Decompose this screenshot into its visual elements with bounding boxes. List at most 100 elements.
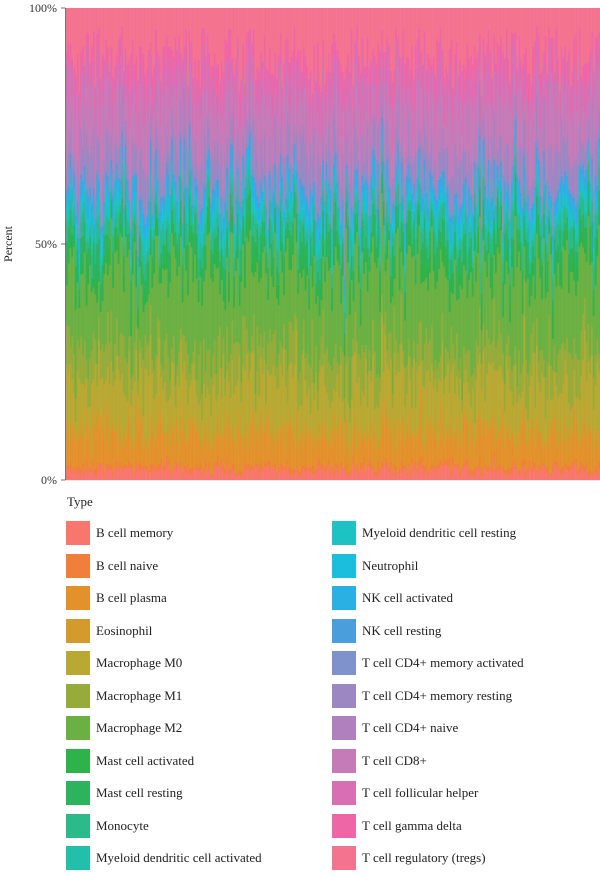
bar-segment (331, 262, 334, 274)
bar-segment (382, 225, 385, 325)
bar-segment (324, 261, 327, 277)
bar-segment (427, 202, 430, 209)
bar-segment (452, 248, 455, 273)
bar-segment (336, 49, 339, 59)
bar-segment (375, 62, 378, 83)
bar-segment (331, 311, 334, 372)
bar-segment (117, 243, 120, 264)
bar-segment (162, 244, 165, 265)
bar-segment (179, 104, 182, 134)
bar-segment (188, 44, 191, 61)
bar-segment (74, 219, 77, 225)
bar-segment (457, 118, 460, 165)
bar-segment (203, 213, 206, 226)
bar-segment (261, 433, 264, 446)
bar-segment (341, 468, 344, 471)
bar-segment (324, 205, 327, 229)
bar-segment (254, 135, 257, 139)
bar-segment (309, 236, 312, 249)
bar-segment (395, 38, 398, 61)
bar-segment (382, 466, 385, 481)
bar-segment (468, 447, 471, 455)
bar-segment (227, 247, 231, 256)
bar-segment (388, 229, 391, 236)
bar-segment (420, 180, 423, 189)
bar-segment (443, 378, 446, 394)
bar-segment (204, 269, 207, 373)
bar-segment (66, 217, 69, 224)
bar-segment (192, 134, 195, 162)
bar-segment (258, 473, 261, 481)
bar-segment (201, 287, 204, 306)
bar-segment (229, 28, 232, 59)
bar-segment (265, 229, 268, 234)
bar-segment (422, 201, 425, 212)
bar-segment (439, 8, 442, 27)
bar-segment (414, 238, 417, 260)
bar-segment (78, 260, 81, 275)
bar-segment (279, 181, 282, 189)
bar-segment (457, 75, 460, 95)
bar-segment (217, 203, 220, 213)
bar-segment (227, 29, 231, 60)
bar-segment (454, 207, 457, 215)
bar-segment (391, 244, 394, 276)
bar-segment (105, 78, 108, 128)
bar-segment (318, 168, 321, 213)
bar-segment (66, 8, 69, 52)
bar-segment (251, 175, 254, 180)
bar-segment (151, 372, 154, 425)
bar-segment (171, 209, 174, 223)
bar-segment (295, 170, 298, 177)
bar-segment (283, 74, 286, 85)
bar-segment (92, 59, 95, 81)
bar-segment (151, 430, 154, 464)
bar-segment (256, 201, 259, 210)
bar-segment (96, 474, 99, 481)
bar-segment (459, 248, 462, 275)
bar-segment (73, 8, 76, 69)
bar-segment (345, 228, 348, 320)
bar-segment (466, 381, 469, 419)
bar-segment (423, 209, 426, 218)
bar-segment (405, 474, 409, 481)
bar-segment (135, 395, 138, 405)
bar-segment (174, 258, 177, 386)
bar-segment (413, 198, 416, 205)
bar-segment (286, 465, 289, 481)
bar-segment (334, 128, 337, 135)
bar-segment (343, 452, 346, 469)
bar-segment (272, 239, 275, 257)
bar-segment (340, 467, 343, 481)
bar-segment (448, 220, 451, 233)
bar-segment (334, 59, 337, 72)
bar-segment (443, 464, 446, 481)
bar-segment (295, 464, 298, 469)
bar-segment (240, 211, 243, 219)
bar-segment (368, 216, 371, 221)
bar-segment (395, 224, 398, 234)
bar-segment (94, 87, 97, 108)
bar-segment (265, 209, 268, 217)
bar-segment (165, 455, 168, 461)
bar-segment (379, 244, 382, 252)
bar-segment (379, 229, 382, 245)
bar-segment (416, 80, 419, 151)
bar-segment (69, 182, 72, 187)
bar-segment (443, 433, 446, 447)
bar-segment (240, 101, 243, 125)
bar-segment (76, 94, 79, 161)
bar-segment (263, 35, 266, 60)
bar-segment (459, 378, 462, 436)
bar-segment (268, 93, 271, 138)
bar-segment (66, 326, 69, 365)
bar-segment (334, 159, 337, 167)
bar-segment (308, 209, 311, 217)
bar-segment (363, 161, 366, 164)
bar-segment (233, 239, 236, 258)
bar-segment (276, 475, 279, 481)
bar-segment (83, 188, 86, 200)
bar-segment (423, 474, 426, 481)
bar-segment (423, 466, 426, 475)
bar-segment (425, 277, 428, 329)
